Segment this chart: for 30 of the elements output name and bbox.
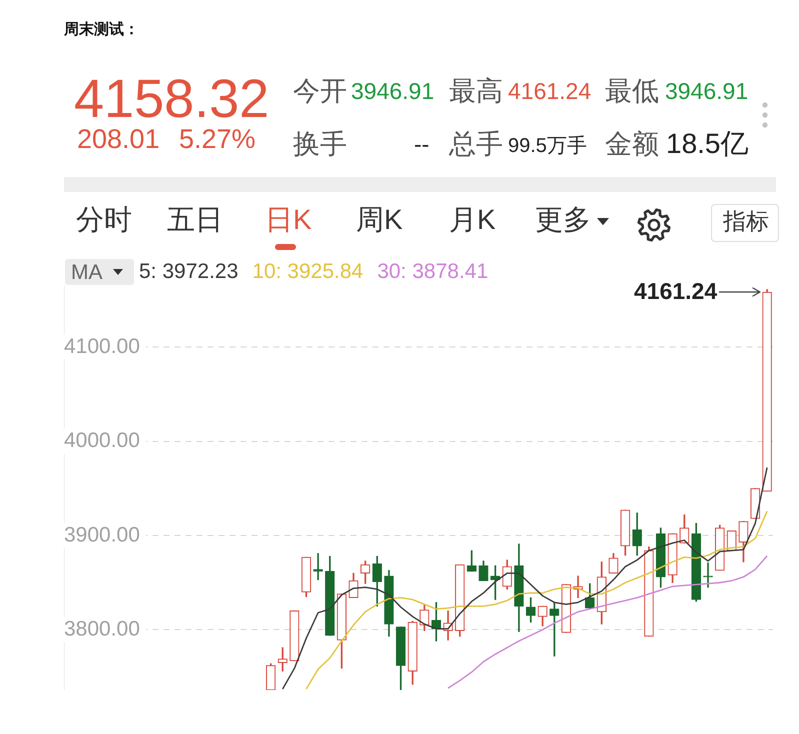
- text: 99.5万手: [508, 135, 587, 157]
- text: 18.5亿: [666, 128, 748, 159]
- text: 今开: [293, 76, 347, 106]
- text: 3946.91: [351, 78, 434, 104]
- text: --: [414, 131, 430, 157]
- text: 换手: [293, 129, 347, 159]
- text: 指标: [723, 208, 769, 234]
- text: 五日: [167, 204, 223, 235]
- legend-label: 5: 3972.23: [139, 260, 238, 283]
- chart-title: 周末测试：: [64, 21, 139, 38]
- text: 日K: [265, 204, 312, 235]
- text: 10: 3925.84: [252, 260, 364, 283]
- candlestick: [703, 562, 713, 588]
- y-tick-label: 3900.00: [64, 523, 140, 546]
- text: 4161.24: [508, 78, 592, 104]
- text: 更多: [535, 204, 591, 235]
- annotation: 4161.24: [634, 278, 718, 304]
- y-tick-label: 3800.00: [64, 618, 140, 641]
- text: 周K: [356, 204, 403, 235]
- text: 最高: [449, 76, 503, 106]
- text: 3946.91: [665, 78, 748, 104]
- text: 最低: [605, 76, 659, 106]
- text: 30: 3878.41: [377, 260, 488, 283]
- text: 月K: [449, 204, 496, 235]
- text: 金额: [605, 129, 659, 159]
- text: 总手: [449, 129, 503, 159]
- y-tick-label: 4100.00: [64, 334, 140, 358]
- y-tick-label: 4000.00: [64, 429, 140, 452]
- legend-title: MA: [71, 261, 102, 284]
- text: 分时: [76, 204, 132, 235]
